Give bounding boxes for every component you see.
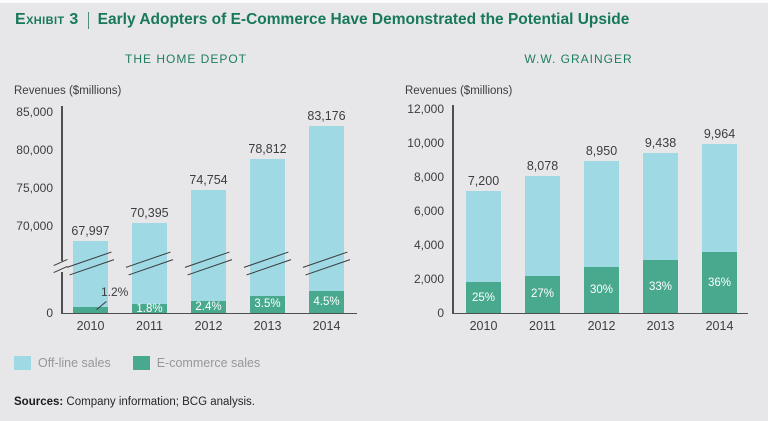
ecommerce-pct-label: 4.5% <box>313 295 340 308</box>
y-axis-label-right: Revenues ($millions) <box>405 85 513 97</box>
ecommerce-pct-label: 36% <box>707 276 732 289</box>
year-label: 2013 <box>253 319 282 333</box>
ecommerce-sales-label: E-commerce sales <box>156 356 261 370</box>
exhibit-number: Exhibit 3 <box>15 11 79 28</box>
ecommerce-pct-label: 1.8% <box>136 302 163 315</box>
year-label: 2012 <box>587 319 616 333</box>
year-label: 2014 <box>705 319 734 333</box>
bar-value-label: 9,964 <box>703 126 736 141</box>
y-tick-label: 8,000 <box>413 170 444 184</box>
ecommerce-pct-label: 1.2% <box>101 285 129 299</box>
y-tick-label: 6,000 <box>413 204 444 218</box>
chart-title-grainger: W.W. GRAINGER <box>524 52 633 66</box>
y-axis-line <box>452 105 454 313</box>
offline-bar <box>191 189 226 313</box>
y-tick-label: 85,000 <box>16 105 53 119</box>
ecommerce-sales-swatch <box>132 356 150 370</box>
ecommerce-pct-label: 2.4% <box>195 301 222 313</box>
y-tick-label: 80,000 <box>16 143 53 157</box>
ecommerce-bar <box>191 301 226 313</box>
bar-value-label: 67,997 <box>71 224 110 239</box>
year-label: 2011 <box>529 319 556 333</box>
ecommerce-bar <box>309 290 344 313</box>
sources-text: Company information; BCG analysis. <box>66 396 255 408</box>
y-axis-line <box>61 272 63 313</box>
year-label: 2014 <box>312 319 341 333</box>
offline-bar <box>73 241 108 313</box>
y-tick-label: 10,000 <box>407 136 444 150</box>
ecommerce-bar <box>584 267 619 313</box>
ecommerce-pct-label: 3.5% <box>254 298 281 311</box>
legend: Off-line sales E-commerce sales <box>14 356 260 370</box>
ecommerce-bar <box>250 295 285 313</box>
y-tick-label: 70,000 <box>16 219 53 233</box>
bar-value-label: 9,438 <box>644 135 677 150</box>
ecommerce-bar <box>132 304 167 313</box>
offline-bar <box>309 125 344 313</box>
bar-value-label: 74,754 <box>189 172 228 187</box>
ecommerce-bar <box>466 282 501 313</box>
y-tick-label: 0 <box>437 306 444 320</box>
x-axis-line <box>61 312 357 314</box>
offline-bar <box>250 159 285 313</box>
year-label: 2013 <box>646 319 675 333</box>
offline-sales-swatch <box>14 356 31 370</box>
ecommerce-pct-label: 27% <box>530 288 555 301</box>
ecommerce-bar <box>73 307 108 313</box>
y-tick-label: 12,000 <box>407 102 444 116</box>
ecommerce-pct-label: 25% <box>471 291 496 304</box>
y-axis-line <box>61 106 63 261</box>
y-tick-label: 4,000 <box>413 238 444 252</box>
header-separator <box>87 11 89 29</box>
y-tick-label: 75,000 <box>16 181 53 195</box>
offline-sales-label: Off-line sales <box>38 356 111 370</box>
chart-title-home-depot: THE HOME DEPOT <box>124 52 247 66</box>
bar-value-label: 78,812 <box>248 142 287 157</box>
bar-value-label: 8,078 <box>526 158 559 173</box>
year-label: 2011 <box>136 319 163 333</box>
year-label: 2010 <box>469 319 498 333</box>
year-label: 2012 <box>194 319 223 333</box>
exhibit-header: Exhibit 3 Early Adopters of E-Commerce H… <box>15 9 629 31</box>
exhibit-title: Early Adopters of E-Commerce Have Demons… <box>97 11 630 28</box>
sources-label: Sources: <box>14 396 64 408</box>
ecommerce-pct-label: 33% <box>648 280 673 293</box>
y-tick-label: 0 <box>46 306 53 320</box>
bar-value-label: 70,395 <box>130 205 169 220</box>
y-tick-label: 2,000 <box>413 272 444 286</box>
ecommerce-bar <box>525 275 560 313</box>
top-edge-strip <box>0 0 768 3</box>
year-label: 2010 <box>76 319 105 333</box>
x-axis-line <box>452 312 748 314</box>
bar-value-label: 8,950 <box>585 143 618 158</box>
offline-bar <box>132 222 167 313</box>
ecommerce-bar <box>643 260 678 313</box>
y-axis-label-left: Revenues ($millions) <box>14 85 122 97</box>
sources-note: Sources: Company information; BCG analys… <box>14 396 255 408</box>
ecommerce-bar <box>702 252 737 313</box>
ecommerce-pct-label: 30% <box>589 284 614 297</box>
bar-value-label: 7,200 <box>467 173 500 188</box>
bar-value-label: 83,176 <box>307 108 346 123</box>
